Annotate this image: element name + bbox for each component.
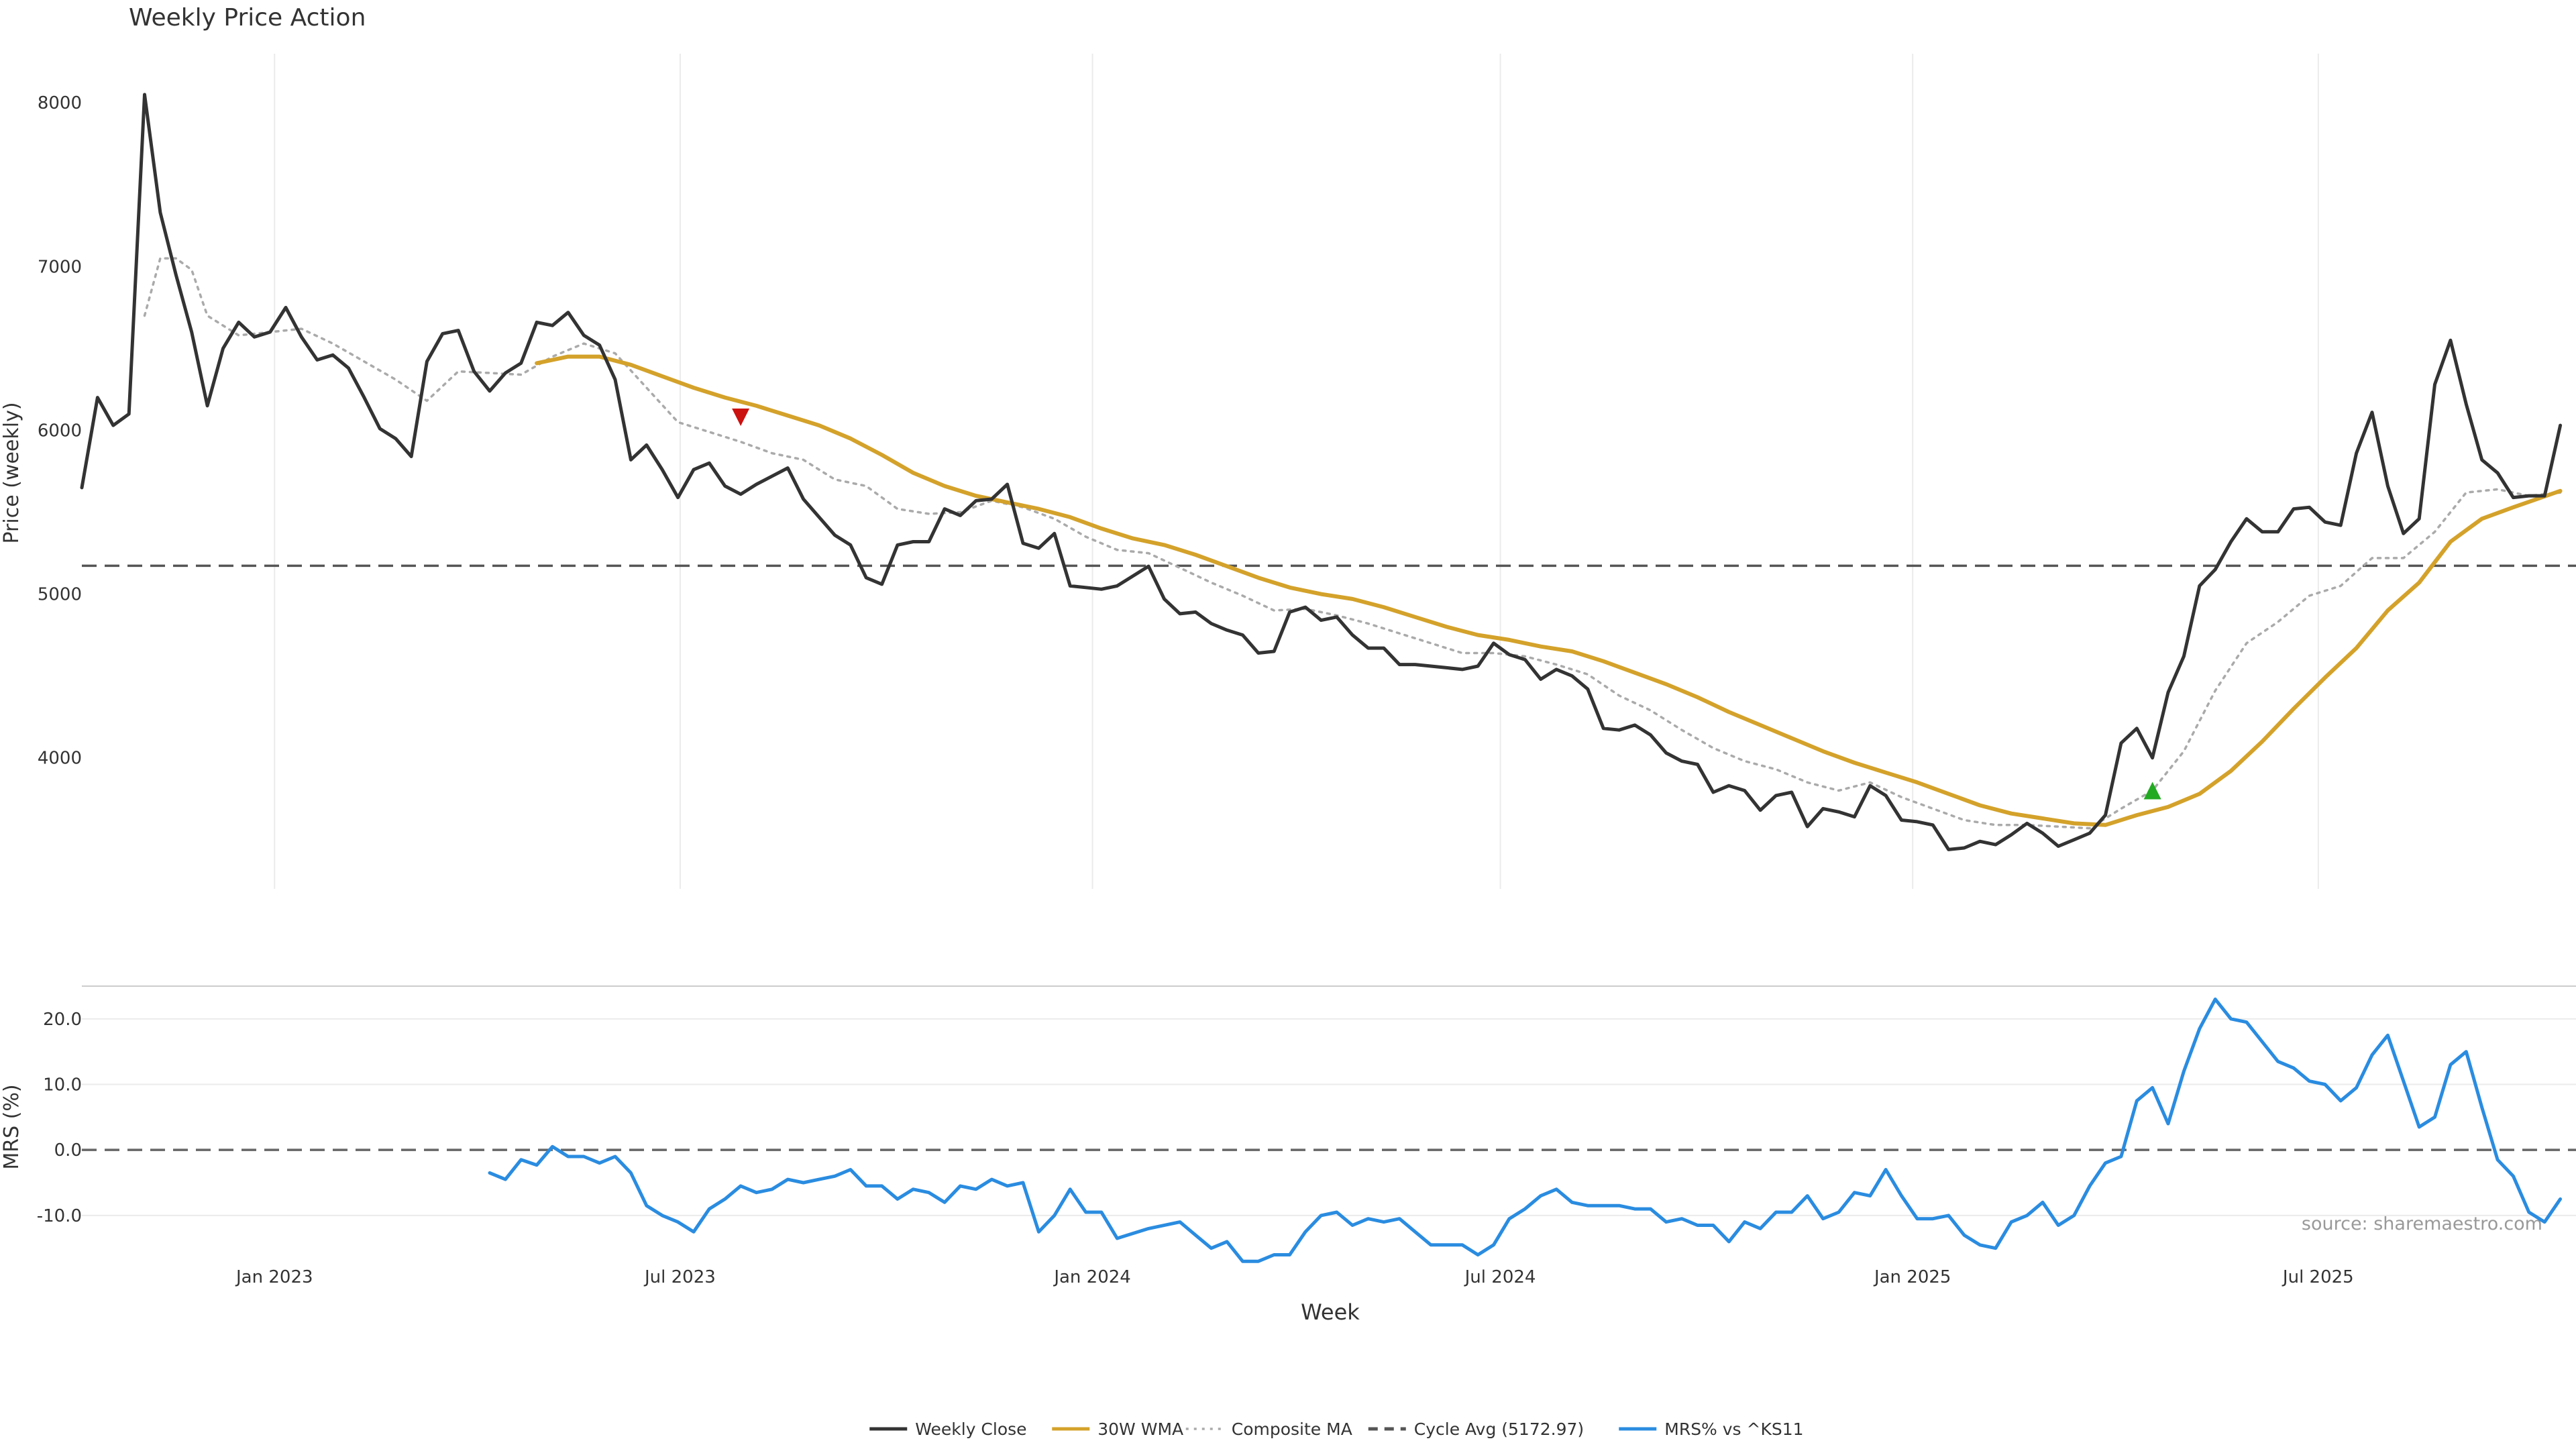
price-y-tick-label: 7000 [38,257,82,277]
series-mrs-vs-ks11 [488,998,2563,1263]
legend-label: Weekly Close [915,1419,1026,1439]
x-tick-label: Jan 2024 [1053,1267,1131,1287]
legend-label: 30W WMA [1097,1419,1183,1439]
price-y-tick-label: 4000 [38,749,82,769]
x-tick-label: Jan 2025 [1873,1267,1951,1287]
legend-item-mrs-vs-ks11: MRS% vs ^KS11 [1619,1419,1804,1439]
mrs-y-tick-label: 20.0 [43,1010,82,1030]
x-tick-label: Jul 2023 [643,1267,716,1287]
series-30w-wma [535,354,2563,827]
signal-markers [732,408,2161,800]
mrs-y-axis-label: MRS (%) [0,1084,23,1169]
legend: Weekly Close 30W WMA Composite MA Cycle Avg… [869,1419,1804,1439]
price-y-axis-label: Price (weekly) [0,402,23,543]
mrs-y-tick-label: 10.0 [43,1075,82,1095]
price-y-ticks: 4000 5000 6000 7000 8000 [38,93,82,768]
series-weekly-close [80,93,2563,851]
buy-signal-marker [2143,782,2161,800]
x-axis-label: Week [1301,1299,1360,1325]
legend-item-30w-wma: 30W WMA [1052,1419,1183,1439]
x-tick-label: Jul 2024 [1464,1267,1536,1287]
legend-label: Cycle Avg (5172.97) [1414,1419,1584,1439]
legend-item-composite-ma: Composite MA [1185,1419,1352,1439]
legend-item-weekly-close: Weekly Close [869,1419,1027,1439]
mrs-series-group [488,998,2563,1263]
price-series-group [80,93,2563,851]
price-y-tick-label: 8000 [38,93,82,113]
x-tick-label: Jul 2025 [2282,1267,2354,1287]
price-y-tick-label: 6000 [38,421,82,441]
chart-title: Weekly Price Action [129,4,366,32]
price-vertical-grid [274,54,2319,889]
sell-signal-marker [732,408,750,426]
legend-item-cycle-avg-5172-97: Cycle Avg (5172.97) [1368,1419,1584,1439]
mrs-y-tick-label: -10.0 [37,1206,82,1226]
mrs-y-tick-label: 0.0 [54,1140,82,1161]
x-tick-label: Jan 2023 [235,1267,313,1287]
source-note: source: sharemaestro.com [2302,1214,2542,1234]
legend-label: Composite MA [1232,1419,1352,1439]
price-y-tick-label: 5000 [38,585,82,605]
mrs-y-ticks: -10.0 0.0 10.0 20.0 [37,1010,82,1226]
legend-label: MRS% vs ^KS11 [1664,1419,1803,1439]
series-composite-ma [143,257,2562,830]
x-axis-ticks: Jan 2023 Jul 2023 Jan 2024 Jul 2024 Jan 2025… [235,1267,2354,1287]
